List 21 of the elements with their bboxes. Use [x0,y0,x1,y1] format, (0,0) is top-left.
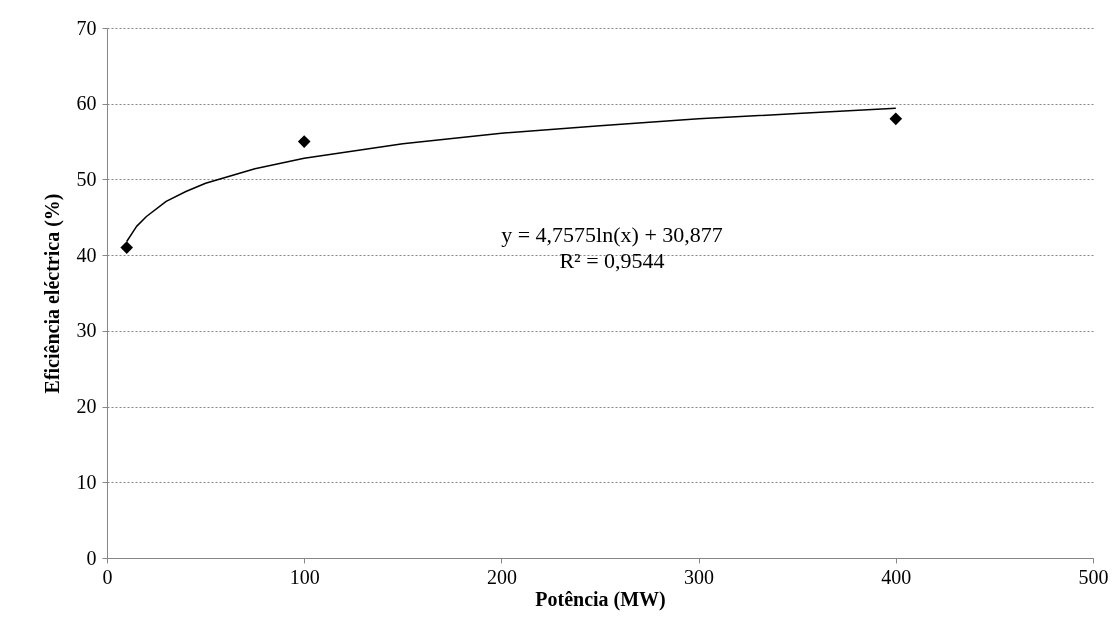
y-tick-label: 70 [76,16,97,39]
y-tick-label: 40 [76,243,97,266]
y-tick-label: 50 [76,167,97,190]
x-tick-label: 200 [486,565,517,588]
point [120,241,134,254]
annotation: R² = 0,9544 [559,248,665,273]
point [889,112,903,126]
x-axis-title: Potência (MW) [535,587,666,611]
x-tick-label: 300 [684,565,715,588]
point [297,135,311,148]
y-tick-label: 0 [86,546,97,569]
y-tick-label: 30 [76,319,97,342]
y-tick-label: 10 [76,470,97,493]
x-tick-label: 500 [1078,565,1109,588]
annotation: y = 4,7575ln(x) + 30,877 [501,222,723,247]
y-tick-label: 20 [76,395,97,418]
x-tick-label: 100 [289,565,320,588]
y-axis-title: Eficiência eléctrica (%) [40,193,64,394]
y-tick-label: 60 [76,92,97,115]
x-tick-label: 400 [881,565,912,588]
x-tick-label: 0 [102,565,113,588]
